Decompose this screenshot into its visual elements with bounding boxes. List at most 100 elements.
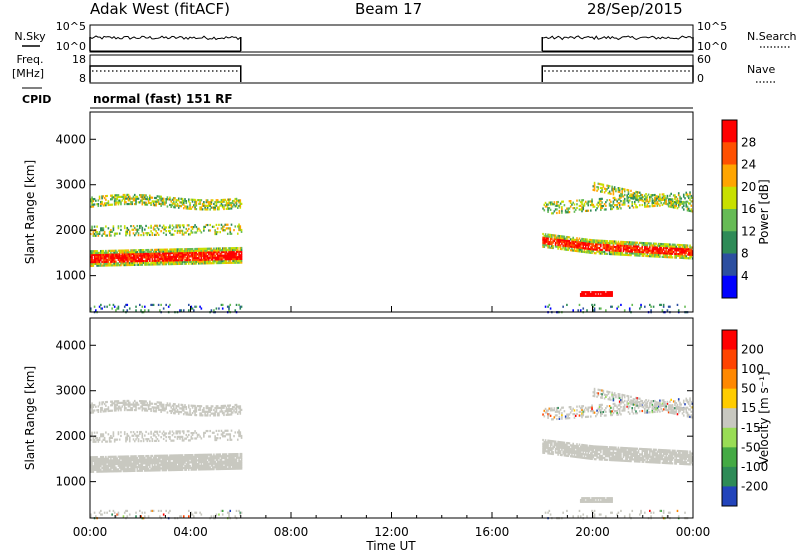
power-cell <box>223 206 225 208</box>
velocity-cell <box>152 403 154 405</box>
velocity-cell <box>123 515 125 517</box>
power-cell <box>619 187 621 189</box>
velocity-cell <box>108 406 110 408</box>
power-cell <box>94 226 96 228</box>
power-cell <box>148 227 150 229</box>
freq-trace <box>90 66 693 82</box>
power-cell <box>144 306 146 308</box>
velocity-cell <box>111 513 113 515</box>
power-cell <box>562 201 564 203</box>
power-cell <box>209 229 211 231</box>
power-cell <box>201 307 203 309</box>
power-cell <box>595 209 597 211</box>
velocity-cell <box>94 432 96 434</box>
power-cell <box>545 306 547 308</box>
velocity-cell <box>189 408 191 410</box>
power-cell <box>177 203 179 205</box>
velocity-cell <box>108 433 110 435</box>
power-cell <box>207 224 209 226</box>
power-cell <box>216 224 218 226</box>
velocity-cell <box>196 512 198 514</box>
velocity-cell <box>140 440 142 442</box>
freq-step-0 <box>90 66 241 82</box>
velocity-cell <box>229 510 231 512</box>
velocity-cell <box>183 430 185 432</box>
power-cell <box>689 245 691 247</box>
velocity-cell <box>165 440 167 442</box>
power-cell <box>187 206 189 208</box>
velocity-cell <box>130 431 132 433</box>
velocity-cell <box>106 440 108 442</box>
velocity-cell <box>229 433 231 435</box>
power-cell <box>108 200 110 202</box>
power-cell <box>677 304 679 306</box>
power-cell <box>233 229 235 231</box>
velocity-cell <box>182 404 184 406</box>
velocity-cell <box>118 512 120 514</box>
power-cell <box>645 193 647 195</box>
power-cell <box>579 304 581 306</box>
power-cell <box>605 208 607 210</box>
power-cell <box>218 224 220 226</box>
velocity-cell <box>236 510 238 512</box>
velocity-cell <box>174 436 176 438</box>
power-cell <box>91 226 93 228</box>
power-cell <box>629 207 631 209</box>
power-cell <box>605 309 607 311</box>
velocity-cell <box>178 404 180 406</box>
power-cell <box>552 212 554 214</box>
velocity-cell <box>144 512 146 514</box>
power-cell <box>654 205 656 207</box>
power-cell <box>574 211 576 213</box>
power-cell <box>609 191 611 193</box>
velocity-cell <box>145 431 147 433</box>
power-cell <box>663 304 665 306</box>
velocity-cell <box>193 515 195 517</box>
velocity-cell <box>147 402 149 404</box>
velocity-cell <box>103 433 105 435</box>
power-cell <box>150 225 152 227</box>
power-cell <box>598 205 600 207</box>
freq-unit-label: [MHz] <box>12 67 44 80</box>
power-cell <box>606 240 608 242</box>
power-cell <box>665 197 667 199</box>
power-colorbar-tick-2: 12 <box>741 224 756 238</box>
velocity-cell <box>116 439 118 441</box>
power-cell <box>545 233 547 235</box>
power-cell <box>569 236 571 238</box>
power-colorbar-cell-4 <box>722 209 737 232</box>
power-cell <box>192 231 194 233</box>
power-cell <box>237 207 239 209</box>
power-cell <box>652 194 654 196</box>
power-cell <box>624 198 626 200</box>
velocity-cell <box>216 430 218 432</box>
velocity-cell <box>159 431 161 433</box>
power-cell <box>241 229 243 231</box>
power-cell <box>594 304 596 306</box>
power-cell <box>559 204 561 206</box>
velocity-cell <box>222 510 224 512</box>
power-cell <box>143 232 145 234</box>
power-cell <box>594 182 596 184</box>
velocity-cell <box>144 434 146 436</box>
power-cell <box>639 192 641 194</box>
power-cell <box>179 224 181 226</box>
velocity-cell <box>179 430 181 432</box>
power-cell <box>120 225 122 227</box>
power-cell <box>644 306 646 308</box>
sky-trace <box>90 36 693 51</box>
power-cell <box>572 309 574 311</box>
power-cell <box>680 197 682 199</box>
power-cell <box>577 309 579 311</box>
velocity-cell <box>104 437 106 439</box>
power-cell <box>184 198 186 200</box>
velocity-cell <box>139 510 141 512</box>
velocity-cell <box>239 405 241 407</box>
velocity-cell <box>227 439 229 441</box>
power-colorbar-tick-5: 24 <box>741 158 756 172</box>
power-cell <box>212 199 214 201</box>
sky-trace-line-1 <box>542 36 692 40</box>
power-cell <box>552 245 554 247</box>
power-cell <box>202 208 204 210</box>
power-cell <box>169 230 171 232</box>
